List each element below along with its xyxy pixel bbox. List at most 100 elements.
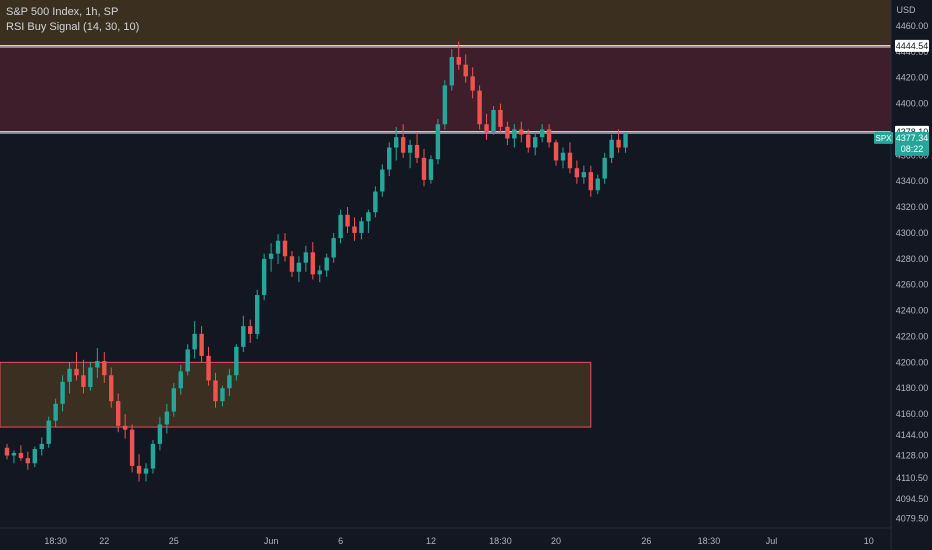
candle — [109, 367, 114, 408]
candle-body — [275, 240, 281, 254]
level-price-text: 4444.54 — [896, 41, 929, 51]
candle — [157, 416, 163, 451]
time-axis[interactable]: 18:30 22 25 Jun 6 12 18:30 20 26 18:30 Jul 10 — [44, 536, 873, 546]
candle — [456, 41, 461, 70]
price-tick-label: 4280.00 — [896, 254, 929, 264]
candle-body — [546, 129, 552, 143]
candle-body — [442, 85, 448, 125]
candle-body — [491, 110, 496, 132]
candle-body — [352, 226, 357, 233]
candle — [25, 451, 31, 470]
candle-body — [213, 380, 218, 402]
candle-body — [588, 172, 593, 191]
candle-body — [206, 355, 211, 381]
candle-body — [380, 169, 385, 192]
price-tick-label: 4220.00 — [896, 331, 929, 341]
symbol-tag — [874, 131, 893, 144]
time-tick-label: 25 — [169, 536, 179, 546]
candle-body — [150, 443, 156, 469]
price-tick-label: 4094.50 — [896, 494, 929, 504]
candle — [164, 403, 170, 434]
candle — [67, 362, 72, 394]
currency-label: USD — [896, 5, 916, 15]
candle — [122, 414, 128, 439]
candle-body — [567, 152, 573, 169]
level-price-tag — [895, 39, 929, 52]
candle-body — [394, 137, 399, 148]
candle-body — [400, 137, 406, 153]
candle-body — [609, 139, 614, 158]
candle — [227, 368, 232, 396]
candle-body — [428, 159, 434, 180]
candle-body — [11, 452, 17, 456]
candle — [359, 217, 364, 240]
candle-body — [477, 90, 482, 125]
candle — [324, 253, 329, 277]
price-tick-label: 4260.00 — [896, 280, 929, 290]
candle-body — [553, 142, 559, 161]
candle — [192, 320, 197, 359]
candle-body — [171, 388, 176, 412]
candle-body — [303, 252, 309, 263]
candle — [255, 289, 260, 340]
candle-body — [129, 429, 135, 466]
candle — [268, 243, 274, 272]
candle — [463, 54, 468, 83]
price-axis-panel[interactable] — [891, 0, 932, 550]
price-tick-label: 4128.00 — [896, 451, 929, 461]
candle-body — [505, 126, 510, 139]
candle-body — [234, 346, 239, 376]
bar-countdown-text: 08:22 — [901, 144, 924, 154]
symbol-tag-text: SPX — [875, 134, 892, 143]
candle-body — [268, 253, 274, 259]
candle-body — [414, 144, 420, 158]
candle-body — [345, 214, 350, 227]
candle — [261, 253, 267, 301]
candle — [352, 217, 357, 241]
price-tick-label: 4160.00 — [896, 409, 929, 419]
time-tick-label: 12 — [426, 536, 436, 546]
candle-body — [463, 64, 468, 77]
price-tick-label: 4400.00 — [896, 99, 929, 109]
candle-body — [143, 468, 149, 474]
indicator-title[interactable]: RSI Buy Signal (14, 30, 10) — [6, 21, 140, 33]
candle-body — [261, 258, 267, 296]
candle — [373, 186, 378, 218]
time-tick-label: 26 — [641, 536, 651, 546]
candle — [526, 129, 531, 153]
candle-body — [602, 157, 607, 179]
symbol-title[interactable]: S&P 500 Index, 1h, SP — [6, 6, 119, 18]
candle-body — [102, 361, 107, 376]
candle-body — [74, 368, 79, 376]
candle-body — [498, 110, 503, 127]
candle — [407, 139, 413, 169]
candle — [512, 124, 517, 148]
candle-body — [25, 458, 31, 464]
candle — [129, 424, 135, 473]
candle — [143, 463, 149, 482]
candle — [616, 129, 621, 153]
candle-body — [310, 252, 315, 275]
candle — [32, 446, 37, 468]
candle — [470, 67, 475, 99]
candle — [88, 362, 93, 391]
chart-legend: S&P 500 Index, 1h, SP RSI Buy Signal (14… — [6, 5, 139, 35]
candle — [519, 121, 524, 143]
candle-body — [366, 212, 371, 222]
current-price-tag — [895, 131, 929, 156]
candle — [53, 398, 58, 428]
price-tick-label: 4420.00 — [896, 73, 929, 83]
candle-body — [282, 240, 288, 257]
candle-body — [595, 178, 600, 191]
candle — [206, 346, 211, 386]
candle-body — [67, 368, 72, 382]
candle — [95, 348, 100, 378]
candle — [241, 315, 246, 352]
candle-body — [136, 465, 142, 474]
candle — [136, 454, 142, 482]
candle-body — [484, 124, 489, 132]
time-tick-label: 10 — [864, 536, 874, 546]
level-lines — [0, 45, 891, 134]
